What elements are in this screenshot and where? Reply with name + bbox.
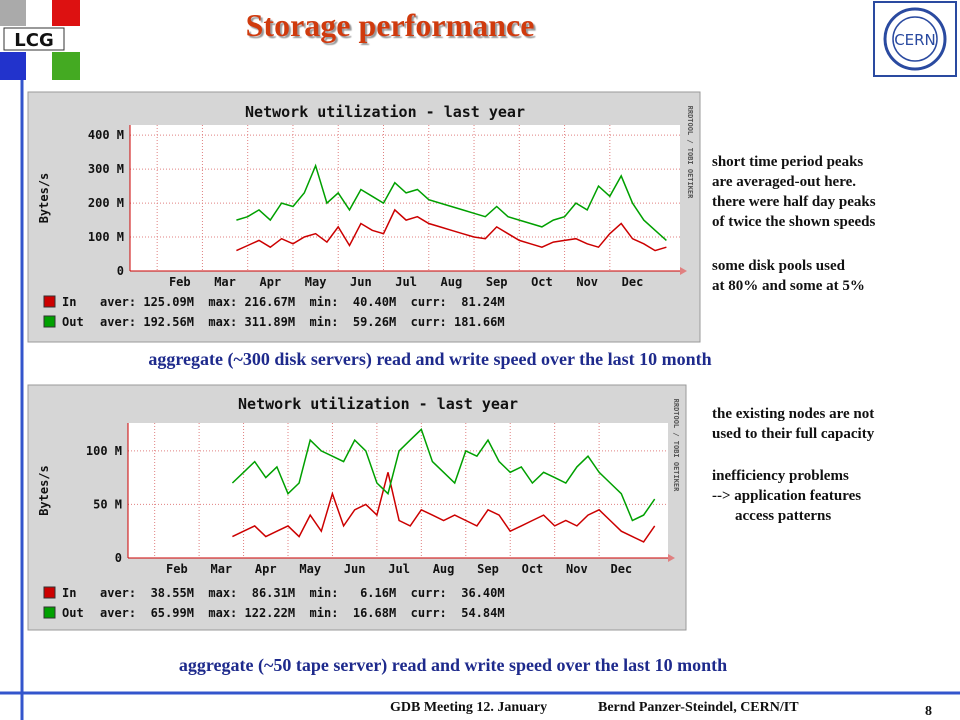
x-tick-label: Nov [566, 562, 588, 576]
note-text: short time period peaks [712, 154, 863, 170]
x-tick-label: Oct [522, 562, 544, 576]
note-text: the existing nodes are not [712, 406, 874, 422]
x-tick-label: Feb [166, 562, 188, 576]
x-tick-label: Mar [214, 275, 236, 289]
legend-name: In [62, 586, 76, 600]
footer-text: Bernd Panzer-Steindel, CERN/IT [598, 700, 799, 715]
footer-text: GDB Meeting 12. January [390, 700, 547, 715]
page-number: 8 [925, 704, 932, 719]
x-tick-label: Dec [622, 275, 644, 289]
logo-square [52, 0, 80, 26]
x-tick-label: Nov [576, 275, 598, 289]
x-tick-label: Feb [169, 275, 191, 289]
y-tick-label: 50 M [93, 497, 122, 511]
logo-square [52, 52, 80, 80]
logo-square [0, 0, 26, 26]
legend-stats: aver: 192.56M max: 311.89M min: 59.26M c… [100, 315, 505, 329]
y-tick-label: 0 [115, 551, 122, 565]
lcg-logo: LCG [0, 0, 80, 80]
logo-frame [873, 1, 957, 77]
note-text: used to their full capacity [712, 426, 875, 442]
legend-name: Out [62, 606, 84, 620]
x-tick-label: Jul [395, 275, 417, 289]
y-tick-label: 200 M [88, 196, 124, 210]
y-tick-label: 300 M [88, 162, 124, 176]
logo-ring [892, 16, 938, 62]
credit: RRDTOOL / TOBI OETIKER [672, 399, 680, 493]
legend-stats: aver: 65.99M max: 122.22M min: 16.68M cu… [100, 606, 505, 620]
plot-area [130, 125, 680, 271]
legend-swatch [43, 295, 56, 308]
slide-title: Storage performance [246, 7, 535, 43]
axis-arrow [680, 267, 687, 275]
x-tick-label: May [305, 275, 327, 289]
note-text: are averaged-out here. [712, 174, 856, 190]
logo-text: CERN [894, 31, 936, 49]
legend-swatch [43, 606, 56, 619]
y-tick-label: 100 M [88, 230, 124, 244]
note-text: --> application features [712, 488, 861, 504]
series-line [236, 163, 667, 241]
series-line [236, 208, 667, 252]
note-text: there were half day peaks [712, 194, 876, 210]
x-tick-label: Sep [477, 562, 499, 576]
note-text: inefficiency problems [712, 468, 849, 484]
x-tick-label: Aug [441, 275, 463, 289]
x-tick-label: Jul [388, 562, 410, 576]
y-tick-label: 0 [117, 264, 124, 278]
chart-title: Network utilization - last year [245, 103, 525, 121]
note-text: access patterns [735, 508, 831, 524]
x-tick-label: Jun [344, 562, 366, 576]
logo-ring [883, 7, 947, 71]
y-tick-label: 100 M [86, 444, 122, 458]
note-text: of twice the shown speeds [712, 214, 875, 230]
x-tick-label: Apr [259, 275, 281, 289]
x-tick-label: Oct [531, 275, 553, 289]
x-tick-label: Sep [486, 275, 508, 289]
axis-arrow [668, 554, 675, 562]
caption: aggregate (~300 disk servers) read and w… [148, 349, 711, 370]
legend-name: In [62, 295, 76, 309]
x-tick-label: Apr [255, 562, 277, 576]
note-text: at 80% and some at 5% [712, 278, 865, 294]
series-line [232, 472, 656, 543]
legend-stats: aver: 125.09M max: 216.67M min: 40.40M c… [100, 295, 505, 309]
y-axis-label: Bytes/s [37, 465, 51, 516]
legend-swatch [43, 586, 56, 599]
caption: aggregate (~50 tape server) read and wri… [179, 655, 727, 676]
chart-title: Network utilization - last year [238, 395, 518, 413]
legend-name: Out [62, 315, 84, 329]
plot-area [128, 423, 668, 558]
x-tick-label: Mar [210, 562, 232, 576]
x-tick-label: Aug [433, 562, 455, 576]
x-tick-label: Dec [610, 562, 632, 576]
cern-logo: CERN [873, 1, 957, 77]
legend-stats: aver: 38.55M max: 86.31M min: 6.16M curr… [100, 586, 505, 600]
series-line [231, 428, 656, 522]
logo-square [0, 52, 26, 80]
logo-text: LCG [14, 30, 53, 51]
credit: RRDTOOL / TOBI OETIKER [686, 106, 694, 200]
legend-swatch [43, 315, 56, 328]
y-tick-label: 400 M [88, 128, 124, 142]
note-text: some disk pools used [712, 258, 846, 274]
x-tick-label: Jun [350, 275, 372, 289]
y-axis-label: Bytes/s [37, 173, 51, 224]
x-tick-label: May [299, 562, 321, 576]
logo-frame [3, 27, 65, 51]
